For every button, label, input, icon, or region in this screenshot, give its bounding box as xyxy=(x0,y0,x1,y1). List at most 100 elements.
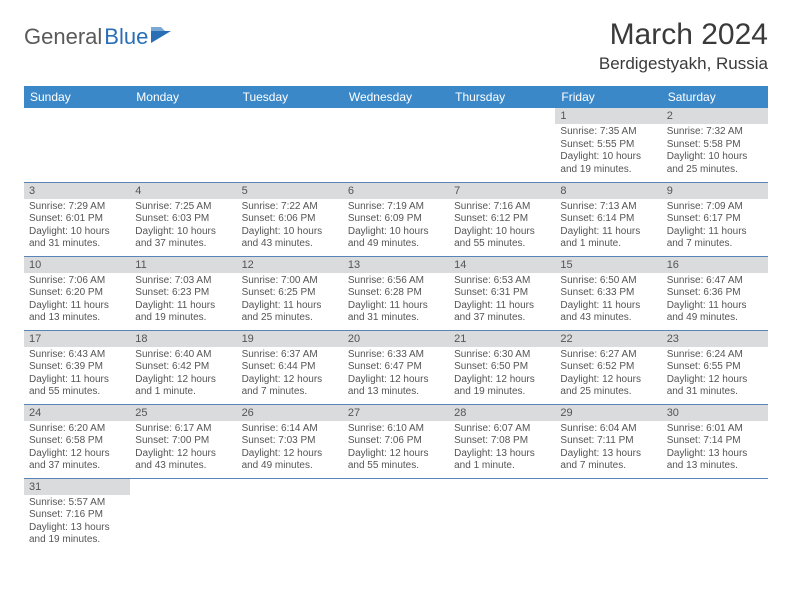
sunrise-text: Sunrise: 6:56 AM xyxy=(348,275,444,288)
calendar-day-cell: 21 Sunrise: 6:30 AMSunset: 6:50 PMDayligh… xyxy=(449,330,555,404)
day-number xyxy=(130,108,236,112)
day-header: Wednesday xyxy=(343,86,449,108)
day-header: Saturday xyxy=(662,86,768,108)
sunset-text: Sunset: 6:39 PM xyxy=(29,361,125,374)
calendar-week-row: 24Sunrise: 6:20 AMSunset: 6:58 PMDayligh… xyxy=(24,404,768,478)
sunset-text: Sunset: 6:44 PM xyxy=(242,361,338,374)
sunrise-text: Sunrise: 6:14 AM xyxy=(242,423,338,436)
day-number: 13 xyxy=(343,257,449,273)
sunrise-text: Sunrise: 6:07 AM xyxy=(454,423,550,436)
daylight-text: Daylight: 11 hours and 13 minutes. xyxy=(29,300,125,325)
day-number: 21 xyxy=(449,331,555,347)
sunrise-text: Sunrise: 6:53 AM xyxy=(454,275,550,288)
day-number: 1 xyxy=(555,108,661,124)
calendar-week-row: 10Sunrise: 7:06 AMSunset: 6:20 PMDayligh… xyxy=(24,256,768,330)
daylight-text: Daylight: 10 hours and 43 minutes. xyxy=(242,226,338,251)
sunset-text: Sunset: 6:42 PM xyxy=(135,361,231,374)
sunrise-text: Sunrise: 7:25 AM xyxy=(135,201,231,214)
daylight-text: Daylight: 11 hours and 19 minutes. xyxy=(135,300,231,325)
day-details: Sunrise: 6:20 AMSunset: 6:58 PMDaylight:… xyxy=(24,421,130,476)
sunset-text: Sunset: 6:25 PM xyxy=(242,287,338,300)
calendar-day-cell xyxy=(237,478,343,552)
sunset-text: Sunset: 7:11 PM xyxy=(560,435,656,448)
calendar-day-cell: 13Sunrise: 6:56 AMSunset: 6:28 PMDayligh… xyxy=(343,256,449,330)
day-number xyxy=(343,108,449,112)
sunrise-text: Sunrise: 6:27 AM xyxy=(560,349,656,362)
daylight-text: Daylight: 10 hours and 19 minutes. xyxy=(560,151,656,176)
daylight-text: Daylight: 12 hours and 19 minutes. xyxy=(454,374,550,399)
title-block: March 2024 Berdigestyakh, Russia xyxy=(599,18,768,74)
day-number: 22 xyxy=(555,331,661,347)
day-number: 26 xyxy=(237,405,343,421)
day-number: 31 xyxy=(24,479,130,495)
sunrise-text: Sunrise: 6:47 AM xyxy=(667,275,763,288)
day-number: 30 xyxy=(662,405,768,421)
day-number xyxy=(343,479,449,483)
sunset-text: Sunset: 6:12 PM xyxy=(454,213,550,226)
sunrise-text: Sunrise: 6:24 AM xyxy=(667,349,763,362)
day-details: Sunrise: 5:57 AMSunset: 7:16 PMDaylight:… xyxy=(24,495,130,550)
day-number: 4 xyxy=(130,183,236,199)
calendar-day-cell: 17Sunrise: 6:43 AMSunset: 6:39 PMDayligh… xyxy=(24,330,130,404)
calendar-day-cell: 12Sunrise: 7:00 AMSunset: 6:25 PMDayligh… xyxy=(237,256,343,330)
day-number: 10 xyxy=(24,257,130,273)
sunset-text: Sunset: 7:08 PM xyxy=(454,435,550,448)
calendar-day-cell: 3Sunrise: 7:29 AMSunset: 6:01 PMDaylight… xyxy=(24,182,130,256)
daylight-text: Daylight: 13 hours and 19 minutes. xyxy=(29,522,125,547)
calendar-day-cell xyxy=(130,478,236,552)
calendar-day-cell: 4Sunrise: 7:25 AMSunset: 6:03 PMDaylight… xyxy=(130,182,236,256)
day-header: Tuesday xyxy=(237,86,343,108)
day-number: 15 xyxy=(555,257,661,273)
day-number xyxy=(237,479,343,483)
daylight-text: Daylight: 11 hours and 55 minutes. xyxy=(29,374,125,399)
sunset-text: Sunset: 7:00 PM xyxy=(135,435,231,448)
daylight-text: Daylight: 12 hours and 43 minutes. xyxy=(135,448,231,473)
calendar-day-cell: 11Sunrise: 7:03 AMSunset: 6:23 PMDayligh… xyxy=(130,256,236,330)
sunset-text: Sunset: 6:50 PM xyxy=(454,361,550,374)
sunrise-text: Sunrise: 6:37 AM xyxy=(242,349,338,362)
sunrise-text: Sunrise: 7:19 AM xyxy=(348,201,444,214)
month-title: March 2024 xyxy=(599,18,768,52)
day-details: Sunrise: 7:35 AMSunset: 5:55 PMDaylight:… xyxy=(555,124,661,179)
sunrise-text: Sunrise: 6:10 AM xyxy=(348,423,444,436)
day-number: 19 xyxy=(237,331,343,347)
day-details: Sunrise: 6:27 AMSunset: 6:52 PMDaylight:… xyxy=(555,347,661,402)
day-details: Sunrise: 6:04 AMSunset: 7:11 PMDaylight:… xyxy=(555,421,661,476)
day-number: 28 xyxy=(449,405,555,421)
day-details: Sunrise: 6:43 AMSunset: 6:39 PMDaylight:… xyxy=(24,347,130,402)
calendar-day-cell: 31Sunrise: 5:57 AMSunset: 7:16 PMDayligh… xyxy=(24,478,130,552)
logo-text-blue: Blue xyxy=(104,24,148,50)
calendar-day-cell xyxy=(130,108,236,182)
day-details: Sunrise: 6:50 AMSunset: 6:33 PMDaylight:… xyxy=(555,273,661,328)
daylight-text: Daylight: 13 hours and 1 minute. xyxy=(454,448,550,473)
calendar-week-row: 3Sunrise: 7:29 AMSunset: 6:01 PMDaylight… xyxy=(24,182,768,256)
calendar-day-cell xyxy=(343,478,449,552)
calendar-day-cell: 27Sunrise: 6:10 AMSunset: 7:06 PMDayligh… xyxy=(343,404,449,478)
day-number: 12 xyxy=(237,257,343,273)
daylight-text: Daylight: 11 hours and 7 minutes. xyxy=(667,226,763,251)
daylight-text: Daylight: 12 hours and 49 minutes. xyxy=(242,448,338,473)
sunrise-text: Sunrise: 6:30 AM xyxy=(454,349,550,362)
day-details: Sunrise: 7:29 AMSunset: 6:01 PMDaylight:… xyxy=(24,199,130,254)
calendar-day-cell: 7Sunrise: 7:16 AMSunset: 6:12 PMDaylight… xyxy=(449,182,555,256)
day-number xyxy=(24,108,130,112)
sunrise-text: Sunrise: 6:50 AM xyxy=(560,275,656,288)
sunset-text: Sunset: 7:03 PM xyxy=(242,435,338,448)
calendar-day-cell: 19Sunrise: 6:37 AMSunset: 6:44 PMDayligh… xyxy=(237,330,343,404)
sunset-text: Sunset: 6:47 PM xyxy=(348,361,444,374)
calendar-day-cell: 28 Sunrise: 6:07 AMSunset: 7:08 PMDayligh… xyxy=(449,404,555,478)
day-number xyxy=(449,479,555,483)
calendar-day-cell: 23Sunrise: 6:24 AMSunset: 6:55 PMDayligh… xyxy=(662,330,768,404)
day-header: Monday xyxy=(130,86,236,108)
day-header: Sunday xyxy=(24,86,130,108)
flag-icon xyxy=(151,27,173,48)
calendar-day-cell: 14Sunrise: 6:53 AMSunset: 6:31 PMDayligh… xyxy=(449,256,555,330)
calendar-day-cell: 15Sunrise: 6:50 AMSunset: 6:33 PMDayligh… xyxy=(555,256,661,330)
sunrise-text: Sunrise: 7:29 AM xyxy=(29,201,125,214)
daylight-text: Daylight: 12 hours and 55 minutes. xyxy=(348,448,444,473)
calendar-day-cell xyxy=(449,108,555,182)
day-details: Sunrise: 6:17 AMSunset: 7:00 PMDaylight:… xyxy=(130,421,236,476)
day-details: Sunrise: 6:33 AMSunset: 6:47 PMDaylight:… xyxy=(343,347,449,402)
day-number xyxy=(237,108,343,112)
daylight-text: Daylight: 12 hours and 37 minutes. xyxy=(29,448,125,473)
